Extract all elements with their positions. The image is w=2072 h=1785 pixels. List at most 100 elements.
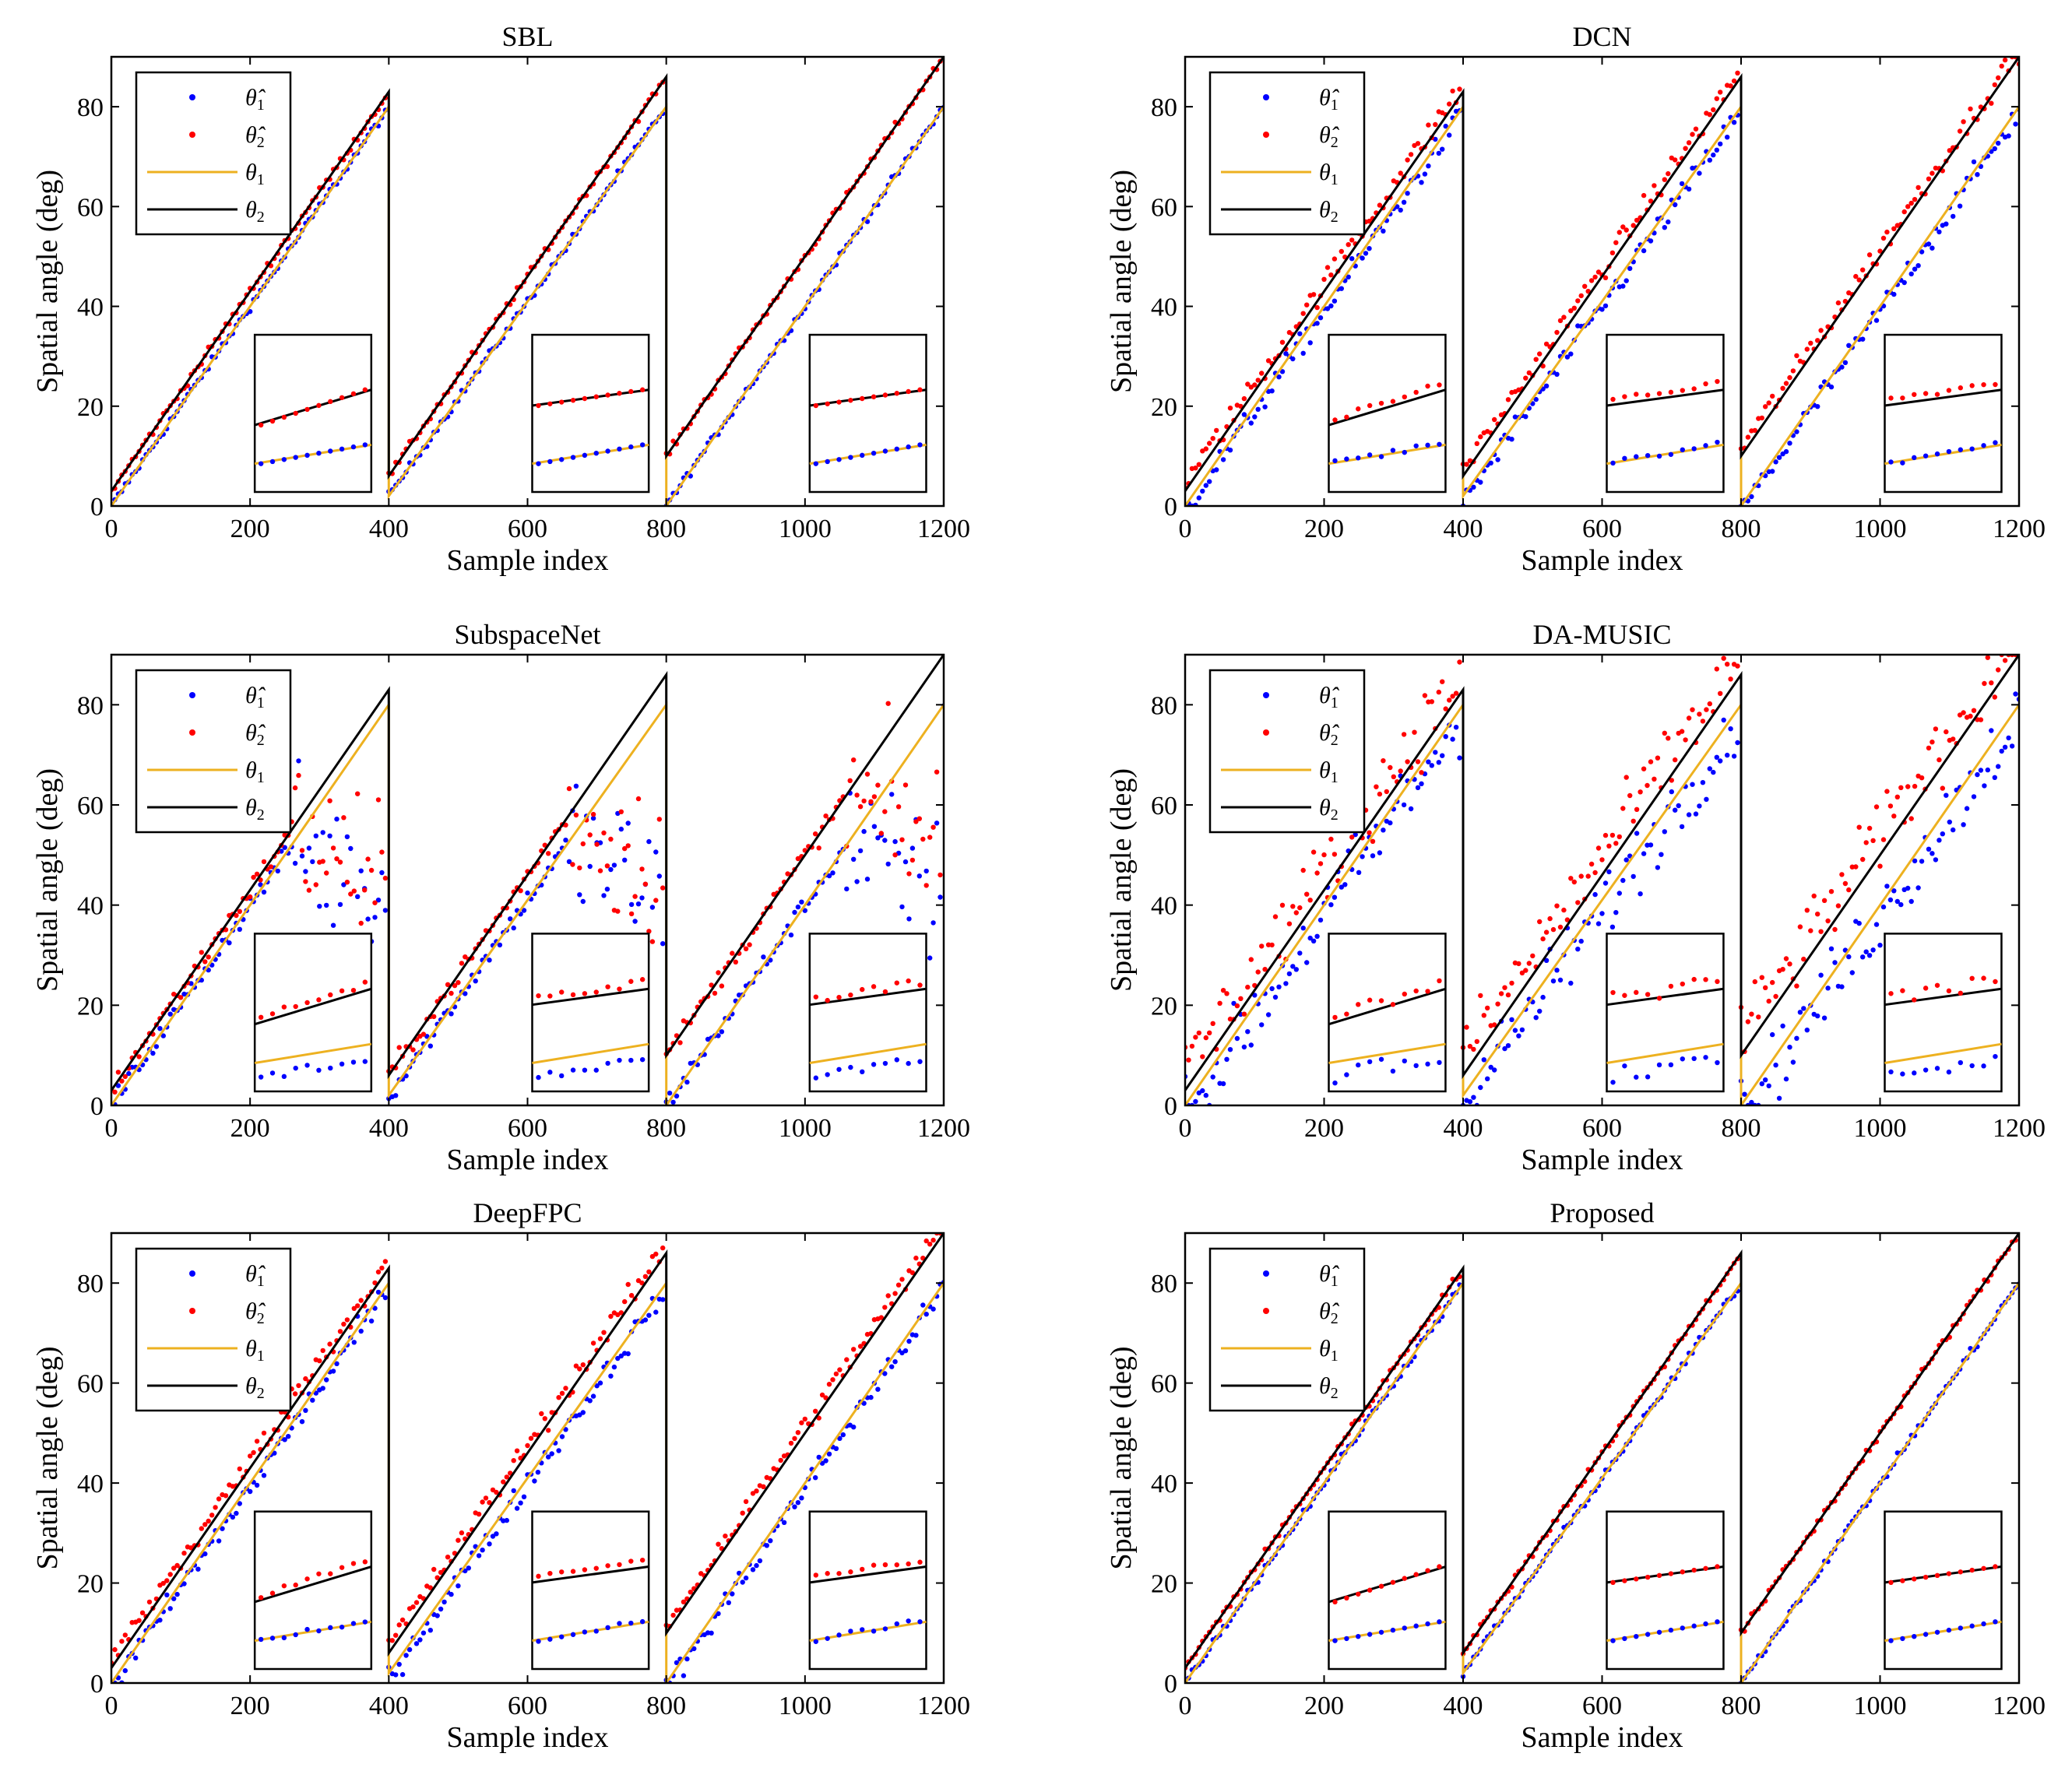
estimate-2-point <box>1540 936 1546 942</box>
legend-marker <box>189 729 195 736</box>
estimate-2-point <box>1804 908 1810 913</box>
legend-entry: θ2 <box>1319 197 1339 226</box>
inset-estimate-1 <box>1634 1633 1639 1639</box>
estimate-2-point <box>1648 199 1654 204</box>
y-tick-label: 0 <box>1164 1092 1177 1121</box>
inset-estimate-2 <box>293 1582 298 1588</box>
inset-estimate-1 <box>1622 1063 1627 1069</box>
estimate-1-point <box>1381 827 1386 833</box>
estimate-1-point <box>434 1613 440 1618</box>
estimate-2-point <box>1693 126 1699 132</box>
inset-estimate-2 <box>1922 1574 1929 1580</box>
x-tick-label: 400 <box>1444 515 1483 543</box>
inset-estimate-2 <box>269 1590 276 1596</box>
estimate-1-point <box>882 838 888 843</box>
inset-estimate-2 <box>1900 1578 1905 1583</box>
inset-frame <box>1328 1510 1447 1671</box>
estimate-1-point <box>861 1400 867 1406</box>
inset-estimate-2 <box>860 986 865 993</box>
estimate-1-point <box>2013 691 2018 697</box>
estimate-2-point <box>1627 792 1633 799</box>
legend-entry: θ2 <box>245 1373 265 1402</box>
estimate-1-point <box>227 940 232 946</box>
estimate-2-point <box>670 1612 676 1618</box>
estimate-2-point <box>625 843 631 849</box>
estimate-2-point <box>1915 184 1921 191</box>
estimate-2-point <box>1790 368 1796 374</box>
inset-estimate-1 <box>848 455 853 460</box>
inset-estimate-1 <box>605 448 610 454</box>
estimate-1-point <box>368 1318 375 1324</box>
estimate-2-point <box>476 1511 482 1517</box>
estimate-2-point <box>160 1580 166 1586</box>
estimate-1-point <box>1310 938 1317 944</box>
estimate-2-point <box>878 831 885 836</box>
estimate-1-point <box>1673 807 1678 813</box>
inset-estimate-1 <box>1344 1636 1349 1642</box>
inset-estimate-1 <box>836 1066 842 1072</box>
inset-estimate-1 <box>1413 1623 1419 1629</box>
estimate-1-point <box>799 1495 804 1501</box>
estimate-2-point <box>1210 1021 1215 1027</box>
estimate-2-point <box>1530 953 1536 959</box>
estimate-1-point <box>1905 885 1911 891</box>
inset-estimate-1 <box>628 1620 634 1626</box>
estimate-1-point <box>1436 760 1442 765</box>
inset-estimate-1 <box>1958 447 1963 452</box>
estimate-2-point <box>1818 929 1824 934</box>
estimate-1-point <box>906 1338 912 1344</box>
estimate-1-point <box>1659 852 1664 857</box>
estimate-2-point <box>813 1408 818 1414</box>
estimate-2-point <box>899 837 905 842</box>
estimate-1-point <box>379 870 385 876</box>
zoom-inset <box>531 1510 650 1671</box>
estimate-2-point <box>234 912 239 919</box>
estimate-2-point <box>178 995 184 1000</box>
estimate-1-point <box>1884 884 1890 889</box>
estimate-2-point <box>1272 914 1279 919</box>
inset-estimate-2 <box>559 1569 565 1575</box>
inset-estimate-2 <box>860 1566 865 1572</box>
estimate-2-point <box>1616 230 1622 235</box>
inset-estimate-2 <box>825 1571 830 1576</box>
inset-estimate-1 <box>906 1618 911 1624</box>
estimate-1-point <box>1915 885 1921 891</box>
estimate-1-point <box>1731 120 1737 125</box>
estimate-1-point <box>854 879 860 884</box>
estimate-1-point <box>601 893 607 898</box>
estimate-1-point <box>1944 792 1949 798</box>
estimate-1-point <box>1543 958 1550 964</box>
estimate-1-point <box>1234 1035 1240 1042</box>
panel-title: SBL <box>501 21 553 52</box>
inset-estimate-1 <box>258 1074 264 1080</box>
estimate-1-point <box>1634 831 1640 836</box>
estimate-2-point <box>1440 679 1445 684</box>
estimate-1-point <box>463 1568 468 1574</box>
estimate-1-point <box>1846 954 1852 960</box>
estimate-2-point <box>1683 737 1688 743</box>
estimate-2-point <box>927 1242 933 1247</box>
estimate-2-point <box>1227 406 1233 411</box>
inset-estimate-2 <box>1622 1578 1627 1583</box>
estimate-1-point <box>230 1514 236 1520</box>
inset-estimate-2 <box>316 997 322 1003</box>
true-theta2-line <box>111 57 944 492</box>
estimate-2-point <box>1951 736 1956 742</box>
estimate-2-point <box>431 1566 437 1572</box>
estimate-1-point <box>816 1454 821 1460</box>
inset-estimate-2 <box>1888 395 1894 401</box>
estimate-2-point <box>750 1491 756 1496</box>
estimate-1-point <box>1297 950 1303 956</box>
estimate-2-point <box>1391 774 1397 779</box>
estimate-1-point <box>133 1655 139 1660</box>
x-tick-label: 0 <box>105 1692 118 1720</box>
estimate-2-point <box>938 872 943 878</box>
inset-estimate-2 <box>1413 988 1419 994</box>
estimate-1-point <box>1599 911 1605 916</box>
estimate-2-point <box>1856 824 1862 830</box>
estimate-2-point <box>1613 240 1619 245</box>
estimate-2-point <box>1377 202 1383 208</box>
estimate-2-point <box>1447 697 1452 703</box>
estimate-2-point <box>254 1439 260 1444</box>
estimate-2-point <box>1968 106 1973 112</box>
